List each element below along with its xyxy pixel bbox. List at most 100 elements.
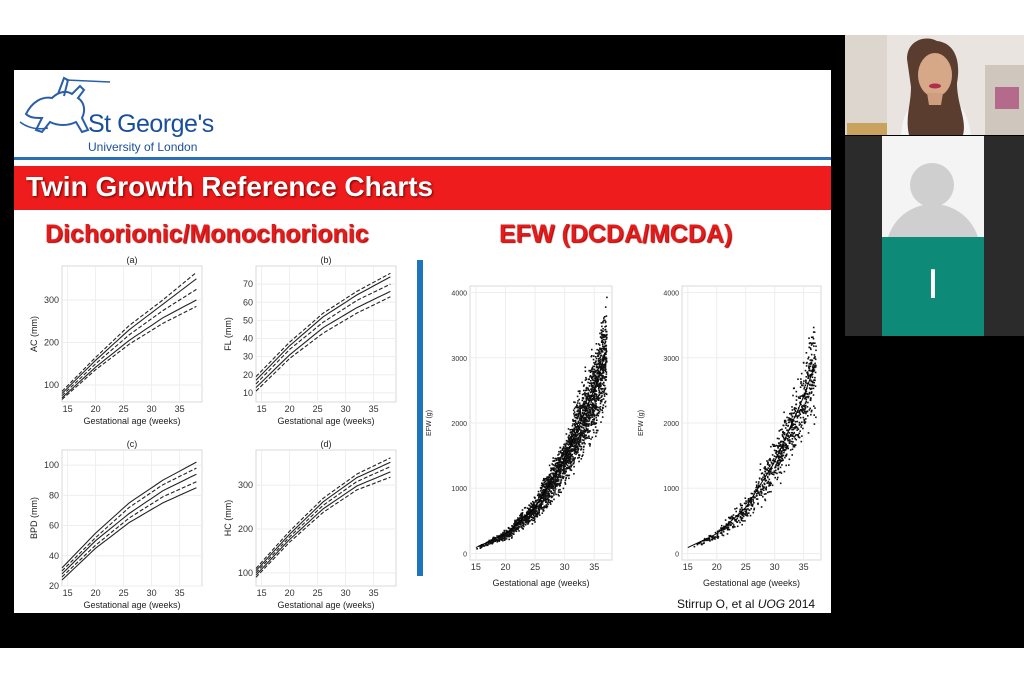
data-point xyxy=(559,458,562,460)
data-point xyxy=(784,456,786,459)
data-point xyxy=(573,411,576,413)
data-point xyxy=(588,443,591,445)
data-point xyxy=(784,421,786,424)
data-point xyxy=(602,404,605,406)
data-point xyxy=(758,491,760,493)
presenter-video-tile[interactable] xyxy=(845,35,1024,135)
data-point xyxy=(533,518,536,520)
data-point xyxy=(578,407,581,410)
data-point xyxy=(812,363,815,366)
data-point xyxy=(599,402,602,405)
data-point xyxy=(503,539,506,541)
data-point xyxy=(526,517,529,519)
data-point xyxy=(714,536,717,538)
y-axis-label: BPD (mm) xyxy=(29,497,39,539)
data-point xyxy=(595,363,597,365)
data-point xyxy=(775,463,777,466)
data-point xyxy=(768,478,771,481)
data-point xyxy=(566,447,569,450)
data-point xyxy=(547,491,550,493)
data-point xyxy=(747,498,750,500)
data-point xyxy=(604,367,607,370)
data-point xyxy=(808,369,810,372)
data-point xyxy=(739,508,741,511)
data-point xyxy=(505,538,508,540)
x-axis-label: Gestational age (weeks) xyxy=(492,578,589,588)
data-point xyxy=(538,508,541,511)
data-point xyxy=(573,427,576,430)
data-point xyxy=(602,321,604,324)
data-point xyxy=(485,544,487,547)
data-point xyxy=(769,459,772,462)
data-point xyxy=(572,420,575,422)
data-point xyxy=(529,508,531,510)
data-point xyxy=(526,507,529,509)
data-point xyxy=(599,383,602,386)
data-point xyxy=(501,537,504,539)
data-point xyxy=(577,449,579,452)
data-point xyxy=(574,438,576,440)
data-point xyxy=(568,442,571,445)
data-point xyxy=(795,395,798,398)
data-point xyxy=(540,502,543,504)
data-point xyxy=(790,432,793,434)
y-tick-label: 2000 xyxy=(451,421,467,428)
data-point xyxy=(527,519,529,522)
data-point xyxy=(523,525,525,528)
data-point xyxy=(588,437,590,439)
data-point xyxy=(532,503,535,506)
data-point xyxy=(533,519,536,522)
data-point xyxy=(803,380,805,382)
data-point xyxy=(544,480,547,483)
data-point xyxy=(594,389,597,392)
data-point xyxy=(716,534,719,536)
data-point xyxy=(782,443,785,446)
data-point xyxy=(783,438,785,440)
data-point xyxy=(507,526,510,529)
data-point xyxy=(539,487,542,489)
data-point xyxy=(721,532,723,535)
data-point xyxy=(537,490,540,493)
data-point xyxy=(792,435,794,438)
data-point xyxy=(533,501,535,504)
data-point xyxy=(763,486,765,488)
data-point xyxy=(783,451,785,454)
trend-curve xyxy=(687,364,816,549)
data-point xyxy=(594,395,596,398)
data-point xyxy=(508,535,510,538)
data-point xyxy=(752,511,755,514)
data-point xyxy=(578,440,581,443)
data-point xyxy=(531,507,534,509)
data-point xyxy=(799,423,802,425)
data-point xyxy=(549,501,551,504)
data-point xyxy=(805,381,807,384)
data-point xyxy=(805,379,807,382)
data-point xyxy=(785,433,788,435)
data-point xyxy=(602,364,605,366)
data-point xyxy=(604,370,607,372)
y-tick-label: 40 xyxy=(243,334,253,344)
data-point xyxy=(564,483,567,485)
data-point xyxy=(549,478,552,481)
data-point xyxy=(504,535,506,537)
data-point xyxy=(814,362,816,365)
data-point xyxy=(598,410,601,413)
data-point xyxy=(807,396,809,399)
data-point xyxy=(586,418,588,421)
data-point xyxy=(593,389,596,392)
data-point xyxy=(806,406,809,408)
data-point xyxy=(601,399,603,401)
data-point xyxy=(563,465,565,467)
data-point xyxy=(776,464,779,467)
data-point xyxy=(587,428,589,430)
participant-video-tile[interactable]: I xyxy=(845,136,1024,336)
data-point xyxy=(503,529,506,532)
series-line xyxy=(61,288,197,396)
data-point xyxy=(573,415,576,417)
data-point xyxy=(573,451,576,453)
data-point xyxy=(734,518,736,521)
series-line xyxy=(61,487,197,581)
data-point xyxy=(582,405,584,407)
data-point xyxy=(604,306,607,308)
data-point xyxy=(773,444,775,446)
